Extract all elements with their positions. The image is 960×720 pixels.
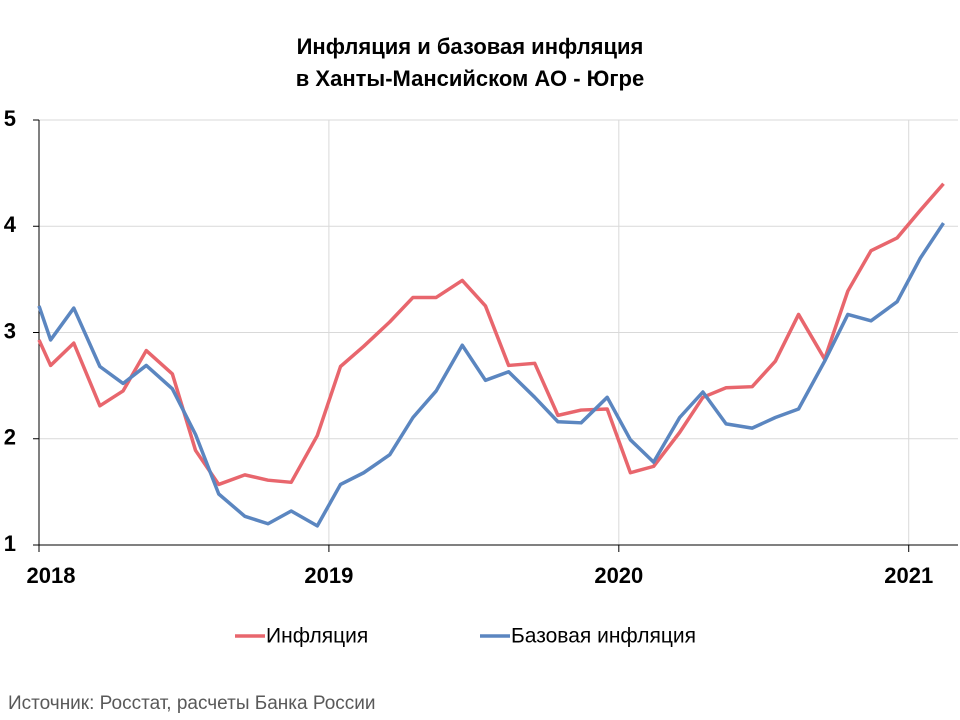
y-tick-label: 4 xyxy=(4,212,17,237)
y-tick-label: 2 xyxy=(4,425,16,450)
x-tick-label: 2021 xyxy=(884,563,933,588)
y-tick-label: 1 xyxy=(4,531,16,556)
source-note: Источник: Росстат, расчеты Банка России xyxy=(8,693,376,714)
x-tick-label: 2019 xyxy=(304,563,353,588)
chart-title: Инфляция и базовая инфляция xyxy=(297,34,644,59)
series-line xyxy=(37,222,945,528)
x-tick-label: 2020 xyxy=(594,563,643,588)
legend-label: Базовая инфляция xyxy=(511,625,696,648)
y-tick-label: 5 xyxy=(4,106,16,131)
chart-title: в Ханты-Мансийском АО - Югре xyxy=(296,66,644,91)
y-tick-label: 3 xyxy=(4,318,16,343)
legend-label: Инфляция xyxy=(266,625,368,648)
x-tick-label: 2018 xyxy=(27,563,76,588)
series-line xyxy=(37,182,945,487)
